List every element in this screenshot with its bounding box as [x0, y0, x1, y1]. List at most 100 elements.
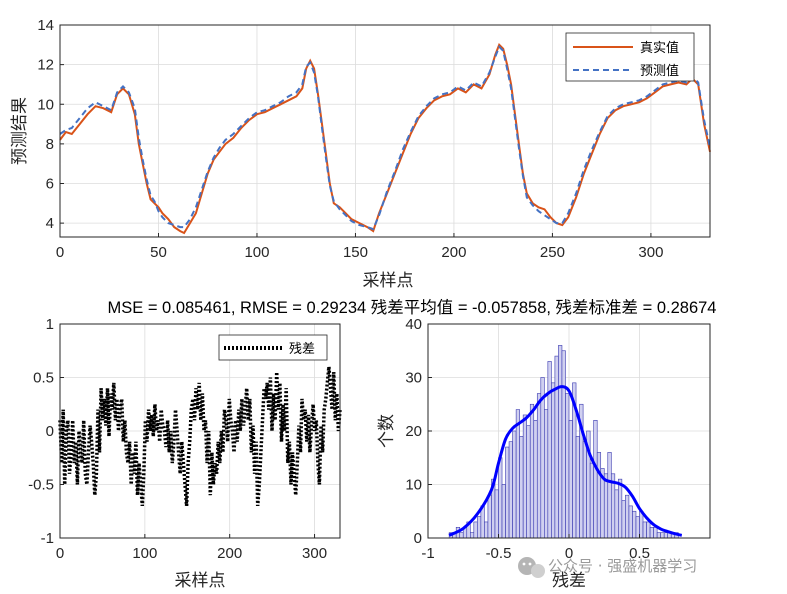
histogram-bar: [614, 489, 619, 539]
histogram-bar: [653, 526, 658, 539]
histogram-ytick-label: 30: [405, 370, 422, 387]
histogram-bar: [635, 516, 640, 539]
histogram-bar: [621, 500, 626, 539]
histogram-xlabel: 残差: [552, 571, 586, 591]
histogram-bar: [632, 510, 637, 539]
top-ticks: 0 50 100 150 200 250 300 4 6 8 10 12 14: [37, 17, 663, 261]
histogram-ytick-label: 40: [405, 316, 422, 333]
top-plot-frame: [59, 24, 711, 238]
histogram-bar: [596, 452, 602, 539]
histogram-bar: [529, 403, 535, 539]
histogram-bar: [494, 489, 499, 539]
series-residual-line: [58, 366, 342, 507]
histogram-ticks: -1 -0.5 0 0.5 0 10 20 30 40: [405, 316, 650, 562]
histogram-bar: [646, 521, 651, 539]
histogram-bar: [593, 419, 598, 539]
residual-ytick-label: -0.5: [28, 477, 54, 494]
top-ytick-label: 8: [46, 136, 54, 153]
histogram-bar: [484, 521, 489, 539]
histogram-bar: [656, 532, 661, 539]
residual-xtick-label: 200: [217, 545, 242, 562]
histogram-bar: [459, 532, 464, 539]
top-xtick-label: 150: [343, 244, 368, 261]
top-ytick-label: 6: [46, 176, 54, 193]
histogram-bar: [547, 361, 552, 539]
residual-stats-title: MSE = 0.085461, RMSE = 0.29234 残差平均值 = -…: [108, 298, 717, 317]
histogram-bar: [561, 350, 566, 539]
histogram-xtick-label: -0.5: [486, 545, 512, 562]
histogram-xtick-label: -1: [421, 545, 434, 562]
top-xtick-label: 50: [150, 244, 167, 261]
histogram-bars: [448, 345, 679, 539]
residual-legend: 残差: [218, 334, 328, 361]
histogram-bar: [508, 441, 513, 539]
histogram-plot: -1 -0.5 0 0.5 0 10 20 30 40 残差 个数: [377, 316, 711, 591]
legend-residual-label: 残差: [289, 342, 315, 357]
histogram-bar: [473, 521, 478, 539]
histogram-bar: [663, 532, 668, 539]
histogram-bar: [660, 532, 665, 539]
top-legend-box: [565, 32, 695, 82]
histogram-bar: [582, 441, 587, 539]
histogram-bar: [554, 355, 559, 539]
legend-true-label: 真实值: [640, 40, 679, 56]
top-ytick-label: 4: [46, 215, 54, 232]
top-ytick-label: 10: [37, 96, 54, 113]
histogram-bar: [603, 473, 609, 539]
residual-plot: 0 100 200 300 -1 -0.5 0 0.5 1 采样点 残差: [28, 316, 342, 591]
histogram-bar: [625, 494, 630, 539]
histogram-bar: [536, 393, 542, 539]
watermark: 公众号 · 强盛机器学习: [518, 557, 697, 578]
top-xtick-label: 250: [540, 244, 565, 261]
histogram-bar: [498, 457, 503, 539]
histogram-bar: [649, 526, 654, 539]
residual-xtick-label: 300: [302, 545, 327, 562]
top-series-group: [59, 43, 711, 235]
histogram-ytick-label: 0: [414, 530, 422, 547]
top-legend: 真实值 预测值: [565, 32, 695, 82]
histogram-bar: [575, 436, 580, 539]
histogram-bar: [477, 516, 482, 539]
top-xtick-label: 0: [56, 244, 64, 261]
residual-series-group: [58, 366, 342, 507]
histogram-bar: [565, 393, 570, 539]
histogram-bar: [512, 430, 517, 539]
histogram-bar: [642, 521, 647, 539]
top-ytick-label: 14: [37, 17, 54, 34]
histogram-bar: [469, 532, 475, 539]
top-xtick-label: 100: [244, 244, 269, 261]
residual-ytick-label: -1: [41, 530, 54, 547]
histogram-bar: [607, 452, 612, 539]
top-xlabel: 采样点: [363, 271, 414, 291]
residual-xtick-label: 0: [56, 545, 64, 562]
residual-xtick-label: 100: [132, 545, 157, 562]
histogram-bar: [515, 409, 520, 539]
wechat-icon: [518, 557, 545, 578]
histogram-bar: [551, 382, 556, 539]
legend-pred-label: 预测值: [640, 63, 679, 79]
histogram-bar: [501, 484, 506, 539]
histogram-bar: [544, 409, 549, 539]
residual-ytick-label: 0: [46, 423, 54, 440]
histogram-ytick-label: 20: [405, 423, 422, 440]
histogram-bar: [522, 414, 527, 539]
histogram-bar: [487, 494, 492, 539]
top-xtick-label: 300: [638, 244, 663, 261]
top-xtick-label: 200: [441, 244, 466, 261]
histogram-bar: [526, 425, 531, 539]
residual-xlabel: 采样点: [175, 571, 226, 591]
histogram-bar: [533, 419, 538, 539]
histogram-xtick-label: 0.5: [629, 545, 650, 562]
top-ytick-label: 12: [37, 57, 54, 74]
histogram-bar: [589, 462, 594, 539]
series-pred-line: [59, 45, 711, 231]
histogram-bar: [618, 478, 623, 539]
histogram-bar: [519, 436, 524, 539]
histogram-bar: [505, 446, 510, 539]
top-ylabel: 预测结果: [10, 97, 30, 165]
residual-ticks: 0 100 200 300 -1 -0.5 0 0.5 1: [28, 316, 327, 562]
top-plot: 0 50 100 150 200 250 300 4 6 8 10 12 14 采样点 预测结果 真实值…: [10, 17, 711, 291]
watermark-text: 公众号 · 强盛机器学习: [548, 557, 697, 575]
histogram-ytick-label: 10: [405, 477, 422, 494]
